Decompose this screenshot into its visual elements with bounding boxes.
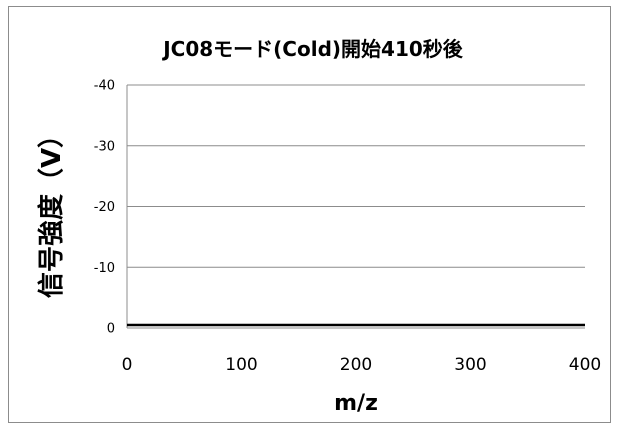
x-tick-label: 0 <box>122 355 133 375</box>
y-tick-label: 0 <box>107 322 115 337</box>
chart-frame <box>8 6 611 423</box>
y-axis-label: 信号強度（V） <box>36 122 67 298</box>
x-tick-label: 200 <box>340 355 372 375</box>
x-tick-label: 400 <box>569 355 601 375</box>
grid-lines <box>127 84 585 268</box>
x-tick-label: 300 <box>454 355 486 375</box>
y-tick-label: -40 <box>94 79 115 94</box>
x-axis-label: m/z <box>334 391 378 416</box>
axes <box>126 85 585 329</box>
y-tick-label: -30 <box>94 139 115 154</box>
y-tick-label: -20 <box>94 200 115 215</box>
chart-title: JC08モード(Cold)開始410秒後 <box>161 37 464 61</box>
x-tick-label: 100 <box>225 355 257 375</box>
y-tick-labels: 0 -10 -20 -30 -40 <box>94 79 115 337</box>
x-tick-labels: 0 100 200 300 400 <box>122 355 602 375</box>
y-tick-label: -10 <box>94 261 115 276</box>
